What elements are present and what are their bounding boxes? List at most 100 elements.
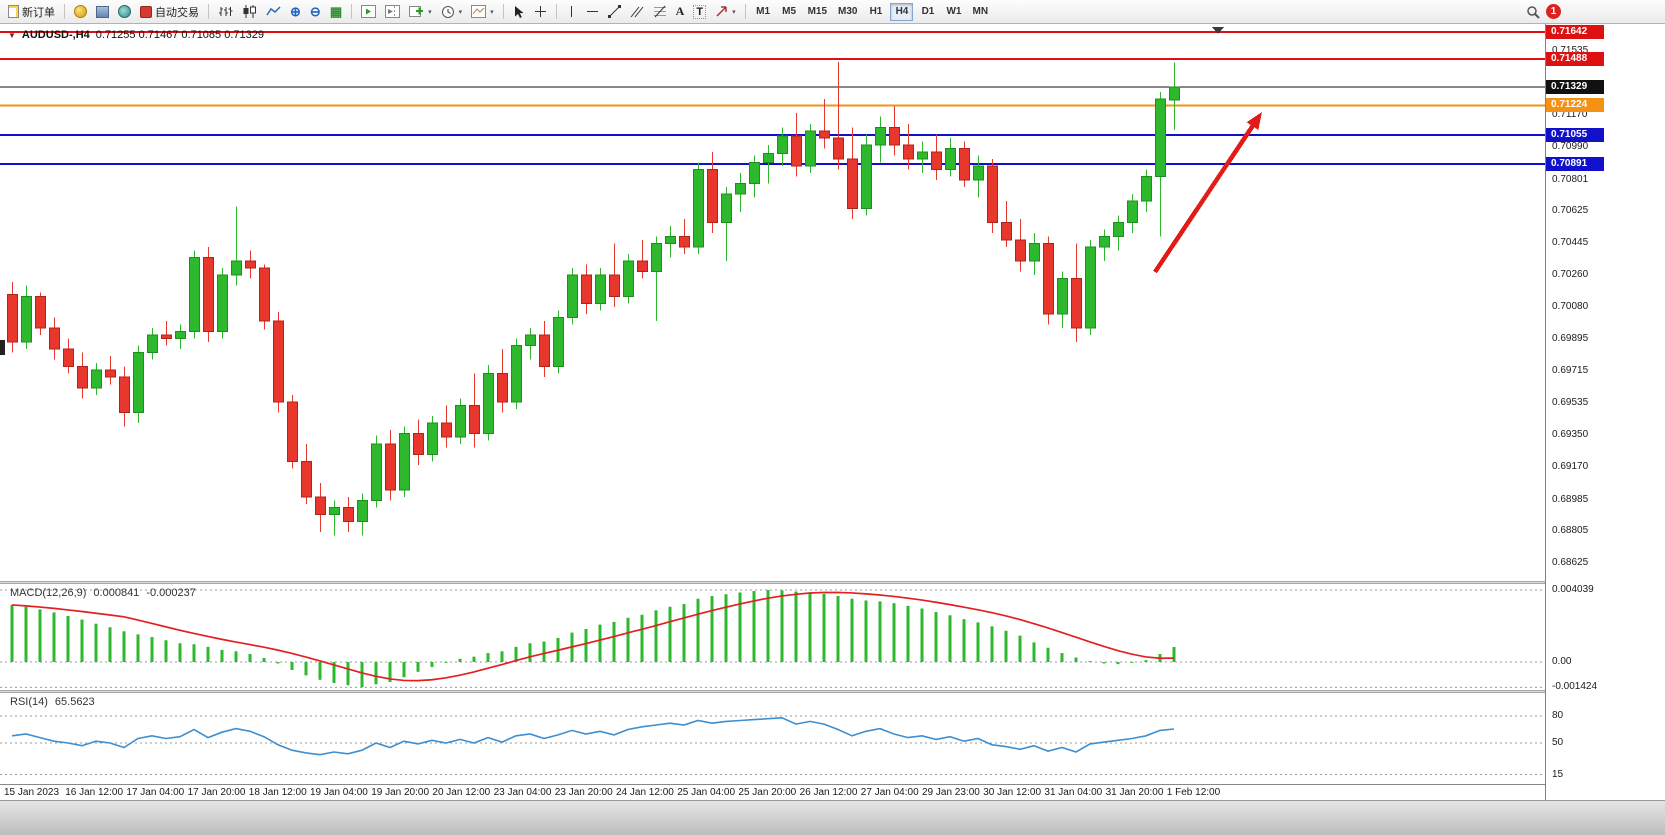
chart-shift-button[interactable] (381, 2, 404, 22)
new-order-icon (8, 5, 19, 18)
timeframe-d1[interactable]: D1 (916, 3, 939, 21)
timeframe-h4[interactable]: H4 (890, 2, 914, 21)
macd-bar (766, 589, 770, 662)
new-order-button[interactable]: 新订单 (4, 2, 59, 22)
date-axis-label: 1 Feb 12:00 (1166, 787, 1221, 798)
cursor-tool-button[interactable] (509, 2, 529, 22)
chevron-down-icon: ▾ (490, 8, 494, 16)
candle (1141, 176, 1152, 202)
candlestick-chart-icon (242, 5, 257, 18)
chart-ohlc-values: 0.71255 0.71467 0.71085 0.71329 (95, 29, 264, 41)
date-axis-label: 19 Jan 20:00 (371, 787, 430, 798)
macd-bar (668, 606, 672, 662)
timeframe-m5[interactable]: M5 (778, 3, 801, 21)
macd-bar (500, 651, 504, 662)
crosshair-icon (534, 5, 547, 18)
price-level-badge: 0.71329 (1546, 80, 1604, 94)
macd-bar (780, 590, 784, 662)
macd-bar (374, 662, 378, 685)
macd-bar (1032, 642, 1036, 662)
auto-trading-label: 自动交易 (155, 6, 199, 19)
candle (581, 274, 592, 304)
timeframe-mn[interactable]: MN (968, 3, 992, 21)
terminal-button[interactable] (114, 2, 135, 22)
candle (413, 433, 424, 456)
tile-windows-button[interactable]: ▦ (326, 2, 346, 22)
annotation-arrow-up[interactable] (1153, 112, 1262, 274)
rsi-panel-canvas[interactable] (0, 693, 1545, 784)
macd-title: MACD(12,26,9) (10, 587, 87, 599)
bar-chart-icon (218, 5, 233, 18)
price-axis-label: 0.70080 (1552, 300, 1589, 312)
candle (931, 151, 942, 171)
candle (469, 404, 480, 435)
market-watch-button[interactable] (70, 2, 91, 22)
text-tool-button[interactable]: A (672, 2, 689, 22)
price-axis-label: 0.70990 (1552, 140, 1589, 152)
macd-bar (654, 610, 658, 662)
date-axis-label: 19 Jan 04:00 (310, 787, 368, 798)
chart-candles-button[interactable] (238, 2, 261, 22)
auto-trading-button[interactable]: 自动交易 (136, 2, 203, 22)
macd-bar (528, 643, 532, 662)
vertical-line-icon (566, 5, 577, 18)
fibonacci-tool-button[interactable] (649, 2, 671, 22)
timeframe-h1[interactable]: H1 (864, 3, 887, 21)
panel-splitter[interactable] (0, 581, 1665, 584)
search-icon[interactable] (1526, 5, 1540, 19)
macd-bar (360, 662, 364, 688)
macd-bar (10, 604, 14, 662)
vertical-line-tool-button[interactable] (562, 2, 581, 22)
chart-marker-icon: ▼ (8, 30, 16, 40)
new-chart-button[interactable]: ▾ (405, 2, 436, 22)
time-axis[interactable]: 15 Jan 2023 16 Jan 12:00 17 Jan 04:00 17 Ja… (0, 784, 1545, 800)
zoom-out-button[interactable]: ⊖ (306, 2, 325, 22)
timeframe-m1[interactable]: M1 (752, 3, 775, 21)
date-axis-label: 27 Jan 04:00 (860, 787, 919, 798)
price-level-badge: 0.71224 (1546, 98, 1604, 113)
candle (427, 422, 438, 456)
panel-splitter[interactable] (0, 690, 1665, 693)
navigator-button[interactable] (92, 2, 113, 22)
notification-badge[interactable]: 1 (1546, 4, 1561, 19)
price-axis[interactable]: 0.71535 0.71170 0.70990 0.70801 0.70625 0.704… (1546, 24, 1665, 800)
candle (861, 144, 872, 209)
timeframe-m30[interactable]: M30 (834, 3, 861, 21)
macd-scale-label: -0.001424 (1552, 681, 1598, 693)
chart-line-button[interactable] (262, 2, 285, 22)
candle (1155, 98, 1166, 178)
crosshair-tool-button[interactable] (530, 2, 551, 22)
macd-bar (892, 603, 896, 662)
auto-scroll-button[interactable] (357, 2, 380, 22)
macd-bar (878, 601, 882, 662)
macd-bar (38, 609, 42, 662)
zoom-in-icon: ⊕ (290, 4, 301, 19)
main-chart[interactable] (0, 24, 1545, 581)
chart-shift-marker[interactable] (1212, 27, 1224, 34)
macd-bar (1116, 662, 1120, 665)
price-axis-label: 0.68985 (1552, 493, 1589, 505)
horizontal-line-tool-button[interactable] (582, 2, 603, 22)
timeframe-w1[interactable]: W1 (942, 3, 965, 21)
arrows-tool-button[interactable]: ▾ (711, 2, 740, 22)
timeframe-m15[interactable]: M15 (804, 3, 831, 21)
periods-button[interactable]: ▾ (437, 2, 467, 22)
macd-bar (1074, 657, 1078, 662)
candle (567, 274, 578, 318)
templates-button[interactable]: ▾ (467, 2, 498, 22)
label-tool-button[interactable]: T (689, 2, 710, 22)
candle (973, 165, 984, 181)
macd-bar (24, 606, 28, 662)
date-axis-label: 23 Jan 20:00 (554, 787, 613, 798)
zoom-in-button[interactable]: ⊕ (286, 2, 305, 22)
fibonacci-icon (653, 5, 667, 18)
macd-bar (458, 658, 462, 662)
trendline-tool-button[interactable] (604, 2, 625, 22)
macd-bar (262, 658, 266, 662)
rsi-level-label: 80 (1552, 710, 1564, 721)
chart-bars-button[interactable] (214, 2, 237, 22)
macd-panel-canvas[interactable] (0, 584, 1545, 690)
channel-tool-button[interactable] (626, 2, 648, 22)
candle (791, 135, 802, 167)
